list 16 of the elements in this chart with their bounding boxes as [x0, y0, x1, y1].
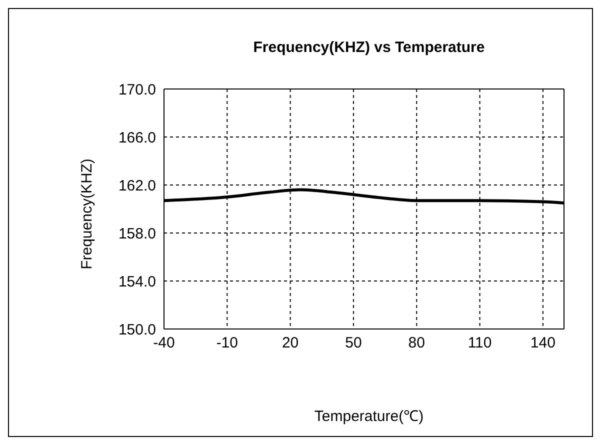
y-tick-label: 162.0: [118, 177, 156, 194]
y-tick-label: 166.0: [118, 129, 156, 146]
x-tick-label: 20: [282, 334, 299, 352]
x-tick-label: 50: [345, 334, 362, 352]
x-tick-label: -10: [216, 334, 238, 352]
y-axis-title: Frequency(KHZ): [78, 158, 96, 270]
y-tick-label: 158.0: [118, 225, 156, 242]
y-tick-label: 150.0: [118, 321, 156, 338]
x-tick-label: 80: [408, 334, 425, 352]
chart-title: Frequency(KHZ) vs Temperature: [252, 39, 486, 56]
x-tick-label: -40: [153, 334, 175, 352]
y-tick-label: 170.0: [118, 81, 156, 98]
x-axis-title: Temperature(℃): [313, 407, 425, 425]
y-tick-label: 154.0: [118, 273, 156, 290]
x-tick-label: 140: [530, 334, 556, 352]
x-tick-label: 110: [468, 334, 492, 352]
